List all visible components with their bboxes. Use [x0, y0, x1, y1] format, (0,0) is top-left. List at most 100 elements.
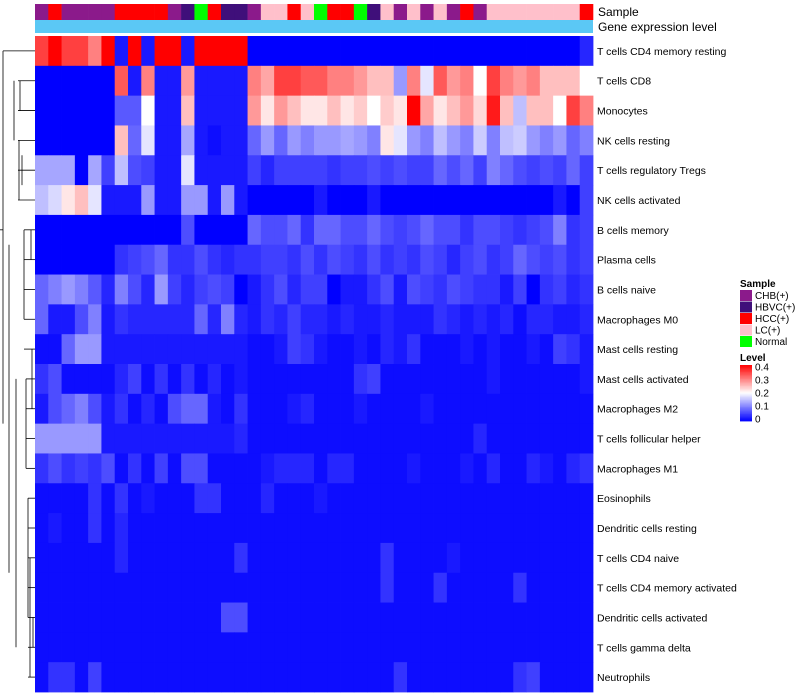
heatmap-cell	[473, 513, 488, 544]
heatmap-cell	[513, 185, 527, 216]
heatmap-cell	[526, 214, 541, 246]
heatmap-cell	[35, 214, 49, 246]
heatmap-cell	[473, 95, 488, 126]
heatmap-cell	[539, 513, 554, 544]
heatmap-cell	[353, 542, 368, 574]
level-gradient-step	[740, 365, 752, 367]
heatmap-cell	[314, 393, 328, 425]
heatmap-cell	[300, 602, 315, 633]
heatmap-cell	[566, 214, 581, 246]
heatmap-cell	[460, 423, 474, 454]
heatmap-cell	[35, 453, 49, 484]
heatmap-cell	[101, 274, 116, 305]
level-gradient-step	[740, 393, 752, 395]
heatmap-cell	[380, 453, 395, 484]
heatmap-cell	[367, 65, 381, 97]
heatmap-cell	[48, 453, 62, 484]
heatmap-cell	[367, 662, 381, 693]
heatmap-cell	[260, 36, 275, 67]
heatmap-cell	[433, 572, 448, 603]
heatmap-cell	[446, 334, 461, 365]
heatmap-cell	[260, 214, 275, 246]
heatmap-cell	[380, 662, 395, 693]
heatmap-cell	[300, 483, 315, 514]
heatmap-cell	[181, 334, 195, 365]
heatmap-cell	[101, 602, 116, 633]
heatmap-cell	[513, 274, 527, 305]
heatmap-cell	[407, 334, 421, 365]
heatmap-cell	[181, 125, 195, 156]
heatmap-cell	[128, 274, 142, 305]
level-gradient-step	[740, 372, 752, 374]
heatmap-cell	[141, 572, 155, 603]
heatmap-cell	[460, 36, 474, 67]
heatmap-cell	[420, 244, 434, 275]
heatmap-cell	[367, 483, 381, 514]
heatmap-cell	[407, 304, 421, 335]
heatmap-cell	[300, 572, 315, 603]
heatmap-cell	[340, 155, 355, 186]
heatmap-cell	[274, 662, 288, 693]
heatmap-cell	[234, 125, 248, 156]
sample-cell	[221, 4, 235, 20]
heatmap-cell	[114, 602, 129, 633]
heatmap-cell	[167, 304, 182, 335]
heatmap-cell	[300, 214, 315, 246]
heatmap-cell	[181, 214, 195, 246]
level-gradient-step	[740, 373, 752, 376]
sample-cell	[433, 4, 448, 20]
heatmap-cell	[74, 513, 89, 544]
heatmap-cell	[460, 662, 474, 693]
heatmap-cell	[274, 364, 288, 395]
heatmap-cell	[154, 334, 169, 365]
heatmap-cell	[35, 65, 49, 97]
sample-cell	[234, 4, 248, 20]
heatmap-cell	[513, 602, 527, 633]
level-gradient-step	[740, 416, 752, 419]
heatmap-cell	[48, 602, 62, 633]
heatmap-cell	[340, 483, 355, 514]
sample-legend-label: Normal	[755, 337, 787, 348]
heatmap-cell	[260, 155, 275, 186]
heatmap-cell	[48, 155, 62, 186]
heatmap-cell	[247, 542, 262, 574]
heatmap-cell	[207, 662, 222, 693]
heatmap-cell	[566, 185, 581, 216]
row-label: T cells follicular helper	[597, 434, 701, 446]
heatmap-cell	[114, 364, 129, 395]
heatmap-cell	[61, 36, 76, 67]
heatmap-cell	[500, 364, 514, 395]
heatmap-cell	[500, 662, 514, 693]
heatmap-cell	[433, 423, 448, 454]
heatmap-cell	[194, 214, 209, 246]
heatmap-cell	[420, 125, 434, 156]
heatmap-cell	[167, 453, 182, 484]
heatmap-cell	[88, 95, 102, 126]
heatmap-cell	[579, 423, 594, 454]
heatmap-cell	[513, 542, 527, 574]
heatmap-cell	[48, 542, 62, 574]
heatmap-cell	[553, 274, 567, 305]
heatmap-cell	[367, 36, 381, 67]
heatmap-cell	[207, 483, 222, 514]
heatmap-cell	[579, 36, 594, 67]
heatmap-cell	[234, 185, 248, 216]
heatmap-cell	[247, 65, 262, 97]
level-gradient-step	[740, 397, 752, 399]
heatmap-cell	[473, 214, 488, 246]
heatmap-cell	[260, 662, 275, 693]
heatmap-cell	[114, 274, 129, 305]
sample-track-label: Sample	[598, 5, 639, 19]
heatmap-cell	[48, 393, 62, 425]
heatmap-cell	[167, 244, 182, 275]
heatmap-cell	[500, 334, 514, 365]
heatmap-cell	[247, 214, 262, 246]
heatmap-cell	[128, 513, 142, 544]
sample-cell	[407, 4, 421, 20]
level-gradient-step	[740, 376, 752, 378]
heatmap-cell	[181, 453, 195, 484]
heatmap-cell	[35, 274, 49, 305]
heatmap-cell	[340, 214, 355, 246]
heatmap-cell	[327, 334, 341, 365]
heatmap-cell	[314, 274, 328, 305]
